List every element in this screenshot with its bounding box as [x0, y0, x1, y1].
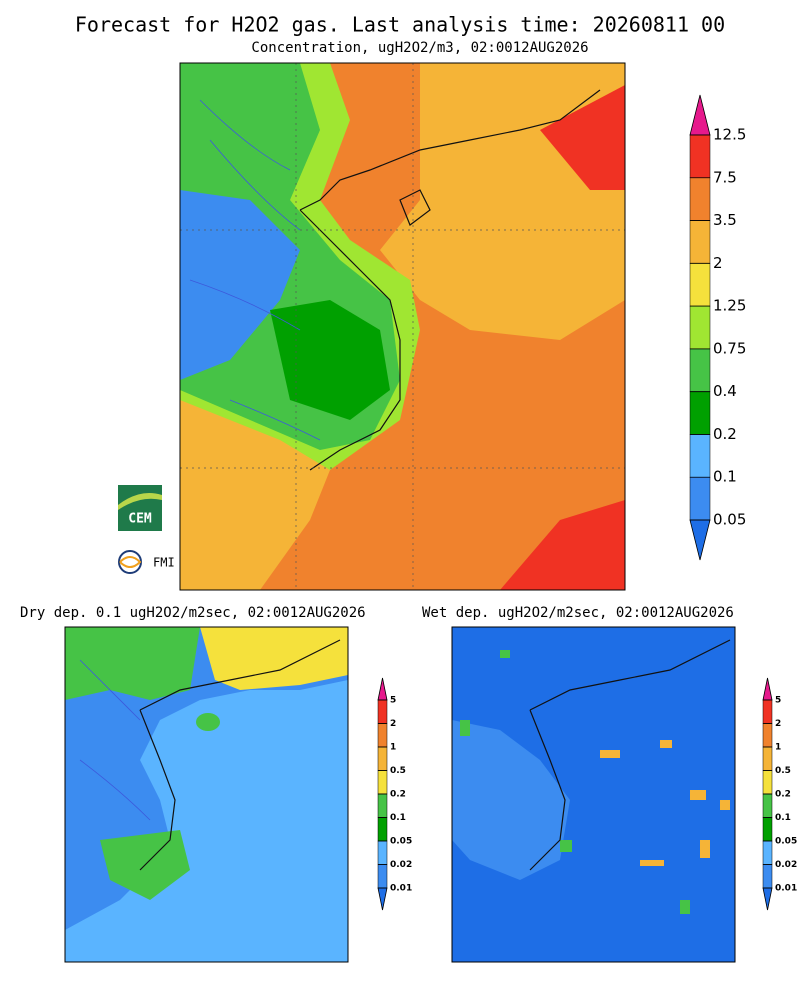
wet-deposition-map [451, 626, 736, 963]
subtitle: Concentration, ugH2O2/m3, 02:0012AUG2026 [251, 40, 588, 56]
colorbar-bin [762, 699, 773, 724]
colorbar-label: 0.01 [775, 884, 797, 894]
logo-text: FMI [153, 556, 175, 570]
colorbar-label: 5 [390, 696, 396, 706]
dry-deposition-map [64, 626, 349, 963]
colorbar-label: 5 [775, 696, 781, 706]
colorbar-label: 0.05 [390, 837, 412, 847]
colorbar-label: 1 [390, 743, 396, 753]
colorbar-label: 3.5 [713, 211, 737, 229]
colorbar-label: 0.2 [390, 790, 406, 800]
colorbar-bin [377, 864, 388, 889]
colorbar-label: 0.4 [713, 382, 737, 400]
title: Forecast for H2O2 gas. Last analysis tim… [75, 13, 725, 37]
colorbar-label: 0.05 [775, 837, 797, 847]
colorbar-bin [762, 793, 773, 818]
colorbar-bin [689, 391, 711, 435]
cem-logo: CEM [118, 485, 162, 531]
colorbar-label: 2 [390, 719, 396, 729]
colorbar-label: 0.2 [775, 790, 791, 800]
colorbar-bin [377, 746, 388, 771]
colorbar-label: 0.02 [775, 860, 797, 870]
colorbar-triangle [689, 519, 711, 561]
colorbar-bin [689, 305, 711, 350]
colorbar-label: 0.01 [390, 884, 412, 894]
colorbar-bin [689, 476, 711, 521]
colorbar-bin [377, 840, 388, 865]
subtitle: Dry dep. 0.1 ugH2O2/m2sec, 02:0012AUG202… [20, 605, 366, 621]
colorbar-bin [762, 817, 773, 842]
colorbar-label: 0.1 [775, 813, 791, 823]
colorbar-bin [689, 134, 711, 179]
colorbar-bin [762, 840, 773, 865]
colorbar-label: 0.1 [390, 813, 406, 823]
colorbar-bin [377, 770, 388, 795]
colorbar-label: 2 [713, 254, 723, 272]
colorbar-bin [689, 348, 711, 392]
colorbar-triangle [762, 887, 773, 911]
colorbar-label: 1.25 [713, 297, 746, 315]
concentration-map [179, 62, 626, 591]
colorbar-triangle [762, 677, 773, 701]
colorbar-bin [689, 177, 711, 221]
colorbar-bin [762, 770, 773, 795]
colorbar-bin [689, 263, 711, 307]
colorbar-bin [762, 746, 773, 771]
colorbar-label: 0.2 [713, 425, 737, 443]
colorbar-label: 2 [775, 719, 781, 729]
colorbar-label: 0.5 [390, 766, 406, 776]
colorbar-bin [377, 699, 388, 724]
colorbar-label: 0.02 [390, 860, 412, 870]
colorbar-bin [689, 434, 711, 478]
colorbar-bin [762, 723, 773, 748]
fmi-logo: FMI [118, 550, 175, 574]
colorbar-bin [689, 220, 711, 264]
colorbar-label: 0.5 [775, 766, 791, 776]
colorbar-label: 7.5 [713, 168, 737, 186]
logo-text: CEM [128, 512, 152, 527]
colorbar-label: 0.75 [713, 339, 746, 357]
colorbar-label: 0.05 [713, 511, 746, 529]
colorbar-triangle [377, 677, 388, 701]
colorbar-bin [377, 817, 388, 842]
colorbar-label: 1 [775, 743, 781, 753]
colorbar-label: 12.5 [713, 126, 746, 144]
colorbar-bin [377, 793, 388, 818]
colorbar-triangle [377, 887, 388, 911]
colorbar-bin [762, 864, 773, 889]
colorbar-label: 0.1 [713, 468, 737, 486]
colorbar-triangle [689, 94, 711, 136]
subtitle: Wet dep. ugH2O2/m2sec, 02:0012AUG2026 [422, 605, 734, 621]
colorbar-bin [377, 723, 388, 748]
